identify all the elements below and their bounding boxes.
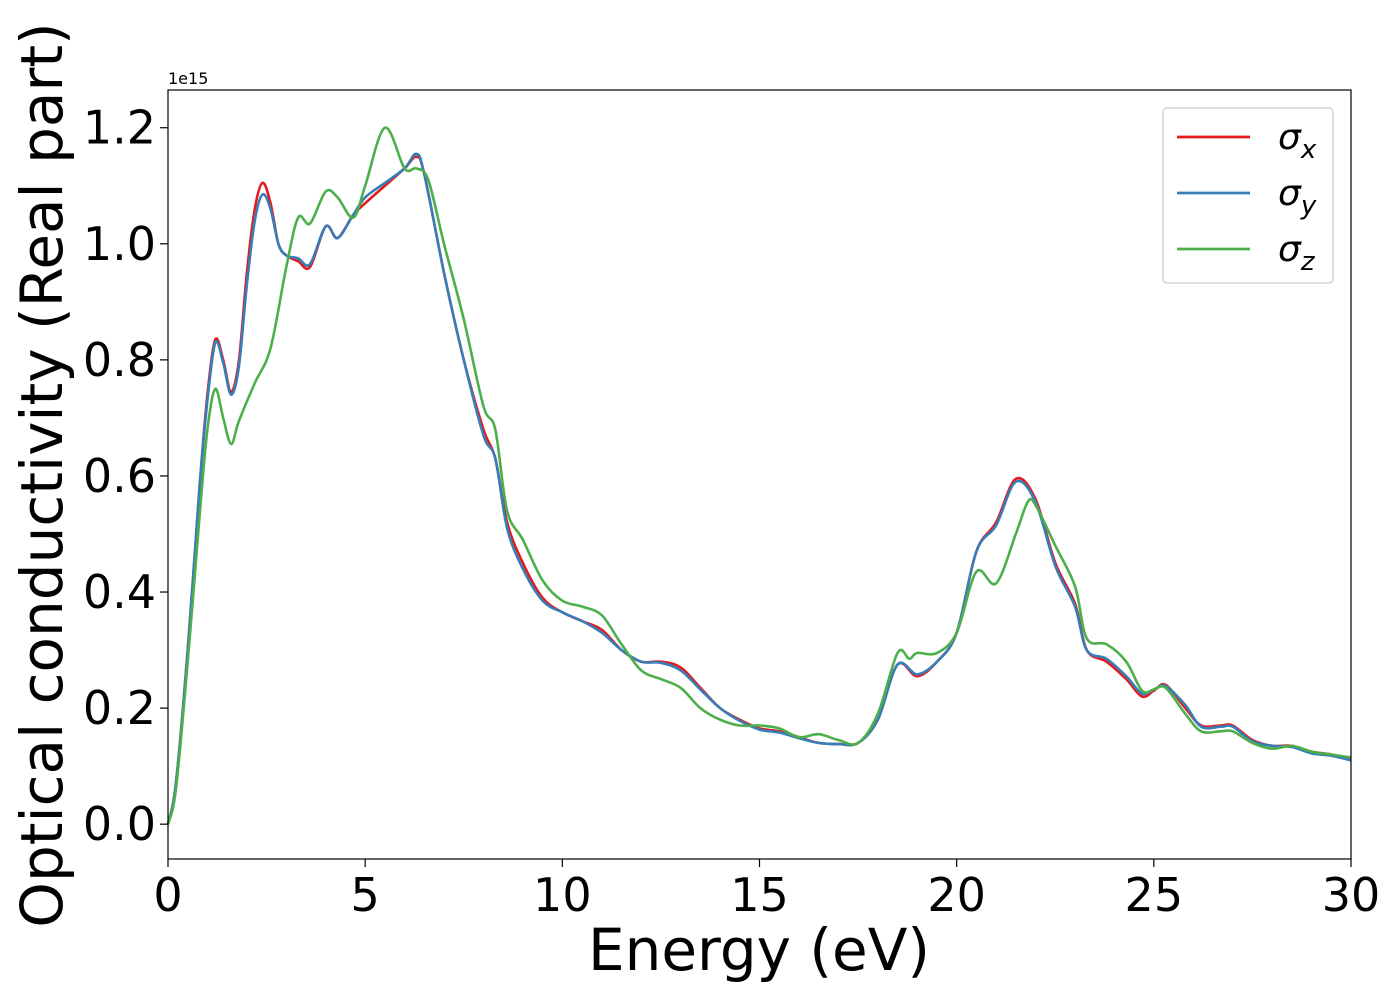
- y-offset-label: 1e15: [168, 69, 208, 88]
- x-tick-label: 10: [533, 868, 592, 922]
- y-axis: 0.0 0.2 0.4 0.6 0.8 1.0 1.2: [83, 101, 168, 851]
- x-tick-label: 15: [730, 868, 789, 922]
- x-tick-label: 25: [1125, 868, 1184, 922]
- y-tick-label: 0.4: [83, 565, 156, 619]
- x-tick-label: 5: [351, 868, 380, 922]
- series-layer: [166, 126, 1352, 825]
- x-tick-label: 30: [1322, 868, 1381, 922]
- legend-subscript: y: [1300, 191, 1317, 221]
- y-axis-label: Optical conductivity (Real part): [8, 22, 76, 927]
- y-tick-label: 1.0: [83, 217, 156, 271]
- y-tick-label: 0.6: [83, 449, 156, 503]
- y-tick-label: 1.2: [83, 101, 156, 155]
- y-tick-label: 0.2: [83, 681, 156, 735]
- x-tick-label: 0: [153, 868, 182, 922]
- series-line-z: [166, 126, 1352, 825]
- legend-subscript: z: [1300, 247, 1316, 277]
- legend-label-z: σz: [1278, 229, 1316, 277]
- y-tick-label: 0.8: [83, 333, 156, 387]
- legend-subscript: x: [1300, 135, 1317, 165]
- x-axis-label: Energy (eV): [588, 916, 930, 984]
- y-tick-label: 0.0: [83, 797, 156, 851]
- x-tick-label: 20: [927, 868, 986, 922]
- series-line-y: [166, 152, 1352, 825]
- x-axis: 0 5 10 15 20 25 30: [153, 859, 1380, 922]
- legend-frame: [1162, 107, 1334, 284]
